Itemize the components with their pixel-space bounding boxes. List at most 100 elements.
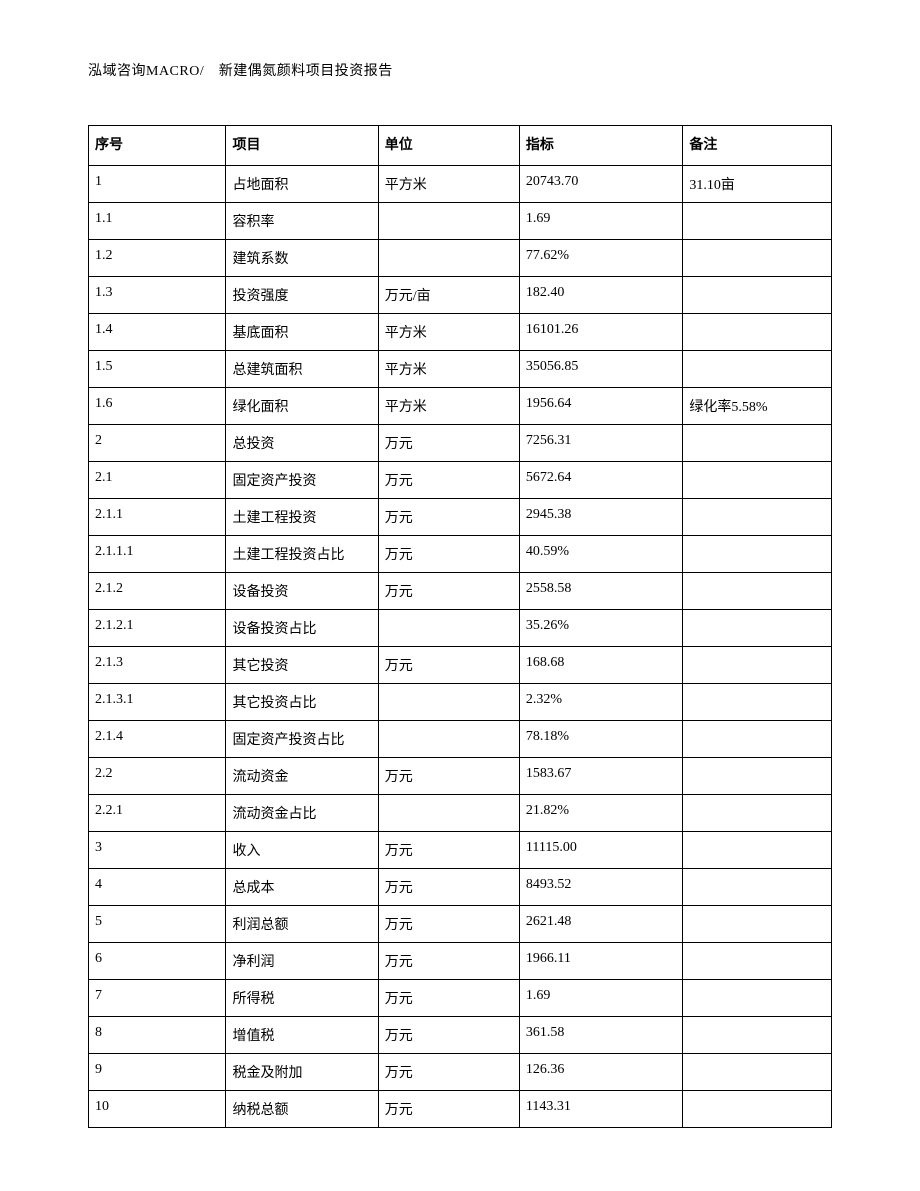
table-cell: 8 bbox=[89, 1017, 226, 1054]
table-row: 9税金及附加万元126.36 bbox=[89, 1054, 832, 1091]
col-header-serial: 序号 bbox=[89, 126, 226, 166]
table-cell bbox=[378, 795, 519, 832]
table-row: 2.1.2设备投资万元2558.58 bbox=[89, 573, 832, 610]
table-cell: 2.2.1 bbox=[89, 795, 226, 832]
table-row: 1.1容积率1.69 bbox=[89, 203, 832, 240]
table-cell: 固定资产投资占比 bbox=[226, 721, 378, 758]
col-header-indicator: 指标 bbox=[519, 126, 682, 166]
table-cell bbox=[683, 610, 832, 647]
table-cell: 2.1.1.1 bbox=[89, 536, 226, 573]
table-cell: 万元 bbox=[378, 832, 519, 869]
table-cell bbox=[683, 1017, 832, 1054]
table-row: 1.2建筑系数77.62% bbox=[89, 240, 832, 277]
table-cell: 2.2 bbox=[89, 758, 226, 795]
table-cell: 78.18% bbox=[519, 721, 682, 758]
table-cell: 占地面积 bbox=[226, 166, 378, 203]
table-cell: 11115.00 bbox=[519, 832, 682, 869]
table-cell: 万元 bbox=[378, 647, 519, 684]
table-cell: 1956.64 bbox=[519, 388, 682, 425]
table-cell: 绿化面积 bbox=[226, 388, 378, 425]
table-row: 1.4基底面积平方米16101.26 bbox=[89, 314, 832, 351]
table-cell bbox=[683, 462, 832, 499]
table-cell: 5 bbox=[89, 906, 226, 943]
table-cell: 万元 bbox=[378, 758, 519, 795]
table-cell bbox=[683, 277, 832, 314]
table-cell: 8493.52 bbox=[519, 869, 682, 906]
table-row: 1.6绿化面积平方米1956.64绿化率5.58% bbox=[89, 388, 832, 425]
table-body: 1占地面积平方米20743.7031.10亩1.1容积率1.691.2建筑系数7… bbox=[89, 166, 832, 1128]
table-cell: 1.2 bbox=[89, 240, 226, 277]
table-cell: 1.5 bbox=[89, 351, 226, 388]
table-cell: 2.1.1 bbox=[89, 499, 226, 536]
table-cell: 1.1 bbox=[89, 203, 226, 240]
table-cell: 1.3 bbox=[89, 277, 226, 314]
table-cell: 所得税 bbox=[226, 980, 378, 1017]
table-row: 2.1固定资产投资万元5672.64 bbox=[89, 462, 832, 499]
table-cell: 1966.11 bbox=[519, 943, 682, 980]
table-cell bbox=[683, 832, 832, 869]
table-cell bbox=[683, 573, 832, 610]
table-cell: 1.69 bbox=[519, 980, 682, 1017]
table-cell: 3 bbox=[89, 832, 226, 869]
table-cell bbox=[683, 425, 832, 462]
table-cell: 2621.48 bbox=[519, 906, 682, 943]
table-cell: 投资强度 bbox=[226, 277, 378, 314]
table-cell: 182.40 bbox=[519, 277, 682, 314]
table-cell bbox=[683, 314, 832, 351]
table-cell: 万元 bbox=[378, 943, 519, 980]
table-cell: 168.68 bbox=[519, 647, 682, 684]
table-row: 3收入万元11115.00 bbox=[89, 832, 832, 869]
table-cell: 总投资 bbox=[226, 425, 378, 462]
col-header-unit: 单位 bbox=[378, 126, 519, 166]
table-cell: 21.82% bbox=[519, 795, 682, 832]
table-cell: 2.1.4 bbox=[89, 721, 226, 758]
table-row: 2.1.4固定资产投资占比 78.18% bbox=[89, 721, 832, 758]
table-cell: 2 bbox=[89, 425, 226, 462]
table-cell: 土建工程投资 bbox=[226, 499, 378, 536]
table-cell bbox=[683, 721, 832, 758]
table-cell bbox=[683, 906, 832, 943]
table-cell: 2.1.3 bbox=[89, 647, 226, 684]
col-header-remark: 备注 bbox=[683, 126, 832, 166]
table-cell: 7 bbox=[89, 980, 226, 1017]
table-cell bbox=[683, 351, 832, 388]
table-row: 2.1.2.1设备投资占比 35.26% bbox=[89, 610, 832, 647]
table-cell: 平方米 bbox=[378, 166, 519, 203]
table-row: 2.2.1流动资金占比21.82% bbox=[89, 795, 832, 832]
table-cell: 35.26% bbox=[519, 610, 682, 647]
table-cell bbox=[683, 203, 832, 240]
table-cell bbox=[378, 203, 519, 240]
table-row: 6净利润万元1966.11 bbox=[89, 943, 832, 980]
table-cell bbox=[683, 980, 832, 1017]
table-cell: 2.1.2.1 bbox=[89, 610, 226, 647]
table-row: 2.1.3其它投资万元168.68 bbox=[89, 647, 832, 684]
table-cell: 纳税总额 bbox=[226, 1091, 378, 1128]
table-cell bbox=[683, 1091, 832, 1128]
table-row: 1.3投资强度万元/亩182.40 bbox=[89, 277, 832, 314]
table-cell: 税金及附加 bbox=[226, 1054, 378, 1091]
table-cell: 总成本 bbox=[226, 869, 378, 906]
table-cell: 7256.31 bbox=[519, 425, 682, 462]
table-cell: 4 bbox=[89, 869, 226, 906]
table-cell: 2.1.2 bbox=[89, 573, 226, 610]
table-cell bbox=[378, 684, 519, 721]
table-cell: 平方米 bbox=[378, 388, 519, 425]
table-row: 5利润总额万元2621.48 bbox=[89, 906, 832, 943]
table-cell: 2945.38 bbox=[519, 499, 682, 536]
table-cell: 平方米 bbox=[378, 351, 519, 388]
table-cell bbox=[683, 795, 832, 832]
table-cell: 平方米 bbox=[378, 314, 519, 351]
table-row: 2总投资万元7256.31 bbox=[89, 425, 832, 462]
table-cell: 1583.67 bbox=[519, 758, 682, 795]
table-cell: 总建筑面积 bbox=[226, 351, 378, 388]
table-cell bbox=[683, 240, 832, 277]
table-cell: 31.10亩 bbox=[683, 166, 832, 203]
table-cell: 设备投资占比 bbox=[226, 610, 378, 647]
table-cell: 绿化率5.58% bbox=[683, 388, 832, 425]
col-header-item: 项目 bbox=[226, 126, 378, 166]
table-cell: 建筑系数 bbox=[226, 240, 378, 277]
table-cell: 40.59% bbox=[519, 536, 682, 573]
table-cell bbox=[683, 758, 832, 795]
table-row: 7所得税万元1.69 bbox=[89, 980, 832, 1017]
table-row: 1.5总建筑面积平方米35056.85 bbox=[89, 351, 832, 388]
